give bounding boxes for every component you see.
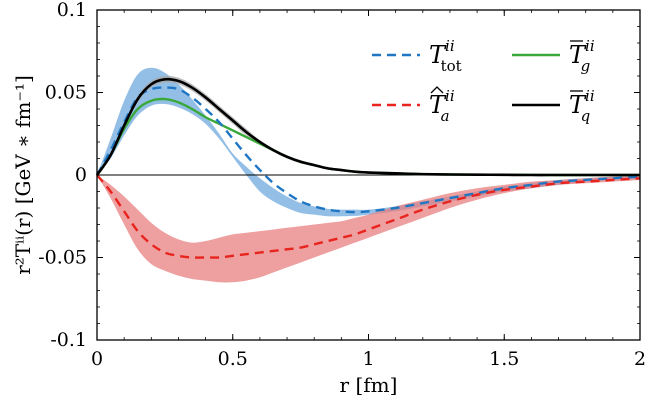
y-tick-label: 0.1 xyxy=(57,0,87,21)
series-lines xyxy=(95,77,641,259)
x-tick-label: 0 xyxy=(91,348,103,370)
legend-label-0: Tii tot xyxy=(429,37,462,75)
axis-ticks xyxy=(96,9,641,341)
x-tick-label: 1 xyxy=(362,348,374,370)
line-series-3 xyxy=(95,77,640,177)
x-tick-label: 2 xyxy=(634,348,646,370)
x-axis-label: r [fm] xyxy=(340,373,398,397)
y-tick-label: 0.05 xyxy=(45,82,87,104)
line-series-2 xyxy=(96,174,641,259)
legend-label-3: Tii q xyxy=(569,87,595,125)
x-tick-label: 0.5 xyxy=(218,348,248,370)
legend-label-1: Tii g xyxy=(569,37,595,75)
y-tick-label: -0.1 xyxy=(50,329,87,351)
axis-tick-labels: 0 0.5 1 1.5 2 0.1 0.05 0 -0.05 -0.1 xyxy=(38,0,646,370)
x-tick-label: 1.5 xyxy=(489,348,519,370)
line-series-1 xyxy=(96,97,640,177)
legend-accent-hat-2 xyxy=(430,86,444,94)
y-tick-label: 0 xyxy=(75,164,87,186)
band-series-2 xyxy=(97,175,640,283)
y-tick-label: -0.05 xyxy=(38,247,87,269)
legend: Tii tot Tii g Tii a Tii q xyxy=(372,37,595,125)
y-axis-label: r²Tⁱⁱ(r) [GeV ∗ fm⁻¹] xyxy=(11,75,35,275)
band-series-0 xyxy=(97,67,640,217)
legend-label-2: Tii a xyxy=(429,87,455,125)
